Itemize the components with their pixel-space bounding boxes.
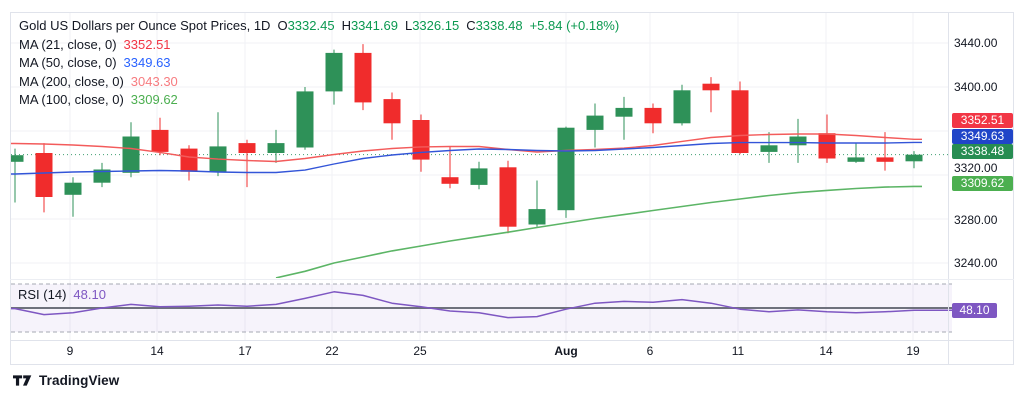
price-pane — [11, 44, 948, 278]
indicator-row-ma200[interactable]: MA (200, close, 0) 3043.30 — [19, 73, 619, 92]
chart-border — [10, 12, 1014, 365]
candle-body-down — [354, 52, 372, 103]
time-axis-label: 11 — [731, 344, 745, 358]
time-axis-label: 14 — [150, 344, 164, 358]
ma100-line — [275, 185, 922, 278]
price-axis-tick: 3320.00 — [954, 161, 998, 175]
candle-body-up — [557, 127, 575, 211]
legend: Gold US Dollars per Ounce Spot Prices, 1… — [19, 17, 619, 110]
candle-body-down — [441, 177, 459, 184]
candle-body-up — [905, 154, 923, 162]
candle-body-up — [528, 209, 546, 225]
ma100-label: MA (100, close, 0) — [19, 92, 124, 108]
price-axis-tick: 3440.00 — [954, 36, 998, 50]
time-axis-label: 17 — [238, 344, 252, 358]
candle-body-down — [238, 143, 256, 153]
ma100-badge: 3309.62 — [952, 176, 1013, 191]
candle-body-up — [760, 145, 778, 152]
last-price-badge: 3338.48 — [952, 144, 1013, 159]
indicator-row-ma50[interactable]: MA (50, close, 0) 3349.63 — [19, 54, 619, 73]
candle-body-up — [325, 52, 343, 92]
candle-body-up — [11, 155, 24, 162]
time-axis-label: 22 — [325, 344, 339, 358]
price-scale-separator — [948, 12, 949, 365]
price-axis-tick: 3400.00 — [954, 80, 998, 94]
time-axis-label: Aug — [554, 344, 578, 358]
candle-body-up — [470, 168, 488, 185]
ma50-label: MA (50, close, 0) — [19, 55, 117, 71]
ma21-line — [11, 133, 922, 163]
candle-body-down — [412, 120, 430, 160]
indicator-row-ma100[interactable]: MA (100, close, 0) 3309.62 — [19, 91, 619, 110]
ma21-badge: 3352.51 — [952, 113, 1013, 128]
price-axis-tick: 3240.00 — [954, 256, 998, 270]
candle-body-up — [615, 107, 633, 117]
candle-body-up — [673, 90, 691, 124]
ohlc-high: H3341.69 — [341, 18, 398, 33]
ma21-label: MA (21, close, 0) — [19, 36, 117, 52]
candle-body-down — [151, 129, 169, 152]
candle-body-up — [586, 115, 604, 130]
candle-body-down — [383, 99, 401, 124]
ohlc-open: O3332.45 — [277, 18, 335, 33]
time-scale-separator — [10, 340, 1014, 341]
candle-body-up — [93, 169, 111, 183]
candle-body-up — [296, 91, 314, 148]
indicator-row-rsi[interactable]: RSI (14) 48.10 — [18, 287, 106, 302]
candle-body-up — [122, 136, 140, 173]
price-axis-tick: 3280.00 — [954, 213, 998, 227]
candle-body-down — [731, 90, 749, 153]
candle-body-up — [847, 157, 865, 162]
time-axis-label: 9 — [66, 344, 74, 358]
tradingview-attribution[interactable]: TradingView — [13, 373, 119, 388]
candle-body-down — [876, 157, 894, 162]
price-change: +5.84 (+0.18%) — [529, 18, 620, 33]
indicator-row-ma21[interactable]: MA (21, close, 0) 3352.51 — [19, 36, 619, 55]
ma200-label: MA (200, close, 0) — [19, 73, 124, 89]
rsi-label: RSI (14) — [18, 287, 67, 302]
candle-body-down — [180, 148, 198, 172]
pane-separator[interactable] — [10, 279, 1014, 280]
ma50-value: 3349.63 — [123, 55, 171, 71]
time-axis-label: 14 — [819, 344, 833, 358]
candle-body-down — [35, 153, 53, 197]
candle-body-up — [789, 136, 807, 146]
ma21-value: 3352.51 — [123, 36, 171, 52]
ohlc-low: L3326.15 — [404, 18, 460, 33]
rsi-line — [11, 291, 952, 319]
candle-body-up — [64, 182, 82, 195]
candle-body-down — [499, 167, 517, 227]
time-axis-label: 19 — [906, 344, 920, 358]
ma50-badge: 3349.63 — [952, 128, 1013, 144]
time-axis-label: 6 — [646, 344, 654, 358]
symbol-title: Gold US Dollars per Ounce Spot Prices, 1… — [19, 18, 271, 33]
candle-body-down — [818, 133, 836, 159]
ma50-line — [11, 141, 922, 175]
rsi-value: 48.10 — [73, 287, 106, 302]
ohlc-close: C3338.48 — [466, 18, 523, 33]
time-axis-label: 25 — [413, 344, 427, 358]
ma200-value: 3043.30 — [130, 73, 178, 89]
candle-body-down — [702, 83, 720, 91]
rsi-badge: 48.10 — [952, 303, 997, 318]
tradingview-logo-text: TradingView — [39, 373, 120, 388]
tradingview-logo-icon — [13, 375, 32, 386]
candle-body-down — [644, 107, 662, 124]
ma100-value: 3309.62 — [130, 92, 178, 108]
candle-body-up — [267, 143, 285, 153]
symbol-legend-row[interactable]: Gold US Dollars per Ounce Spot Prices, 1… — [19, 17, 619, 36]
